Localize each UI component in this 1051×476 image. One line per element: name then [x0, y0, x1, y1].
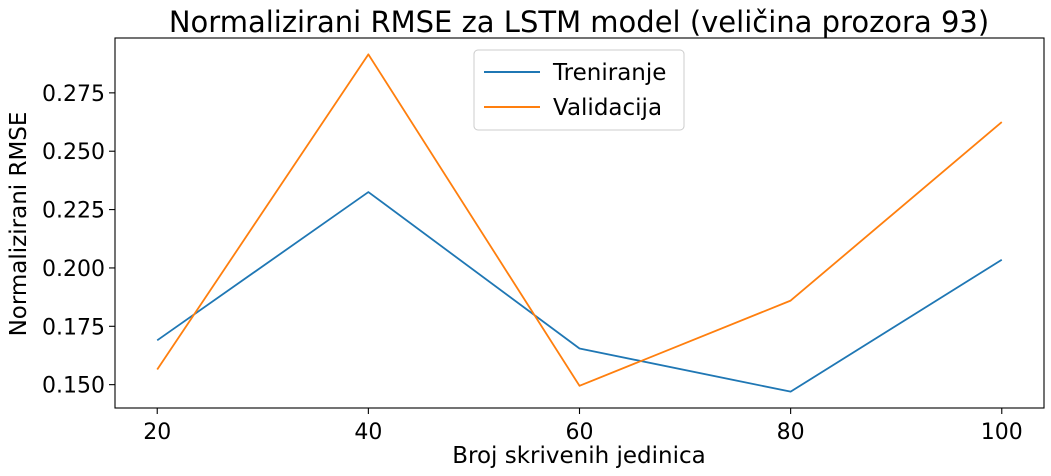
chart-title: Normalizirani RMSE za LSTM model (veliči…: [169, 5, 989, 39]
y-tick-label: 0.175: [42, 315, 105, 340]
y-tick-label: 0.225: [42, 199, 105, 224]
series-line-treniranje: [156, 191, 1003, 393]
y-tick-label: 0.150: [42, 374, 105, 399]
legend-label-validacija: Validacija: [553, 95, 662, 121]
y-axis-label: Normalizirani RMSE: [6, 112, 32, 337]
x-axis-label: Broj skrivenih jedinica: [452, 443, 706, 469]
x-tick-label: 80: [777, 420, 805, 445]
x-tick-label: 60: [566, 420, 594, 445]
y-tick-label: 0.200: [42, 257, 105, 282]
legend: Treniranje Validacija: [473, 49, 685, 131]
legend-label-treniranje: Treniranje: [552, 60, 666, 86]
y-axis: 0.150 0.175 0.200 0.225 0.250 0.275: [42, 82, 115, 399]
y-tick-label: 0.250: [42, 140, 105, 165]
y-tick-label: 0.275: [42, 82, 105, 107]
legend-box: [473, 49, 685, 131]
series-layer: [156, 53, 1003, 393]
x-tick-label: 20: [143, 420, 171, 445]
x-tick-label: 40: [354, 420, 382, 445]
x-axis: 20 40 60 80 100: [143, 408, 1023, 445]
x-tick-label: 100: [981, 420, 1023, 445]
